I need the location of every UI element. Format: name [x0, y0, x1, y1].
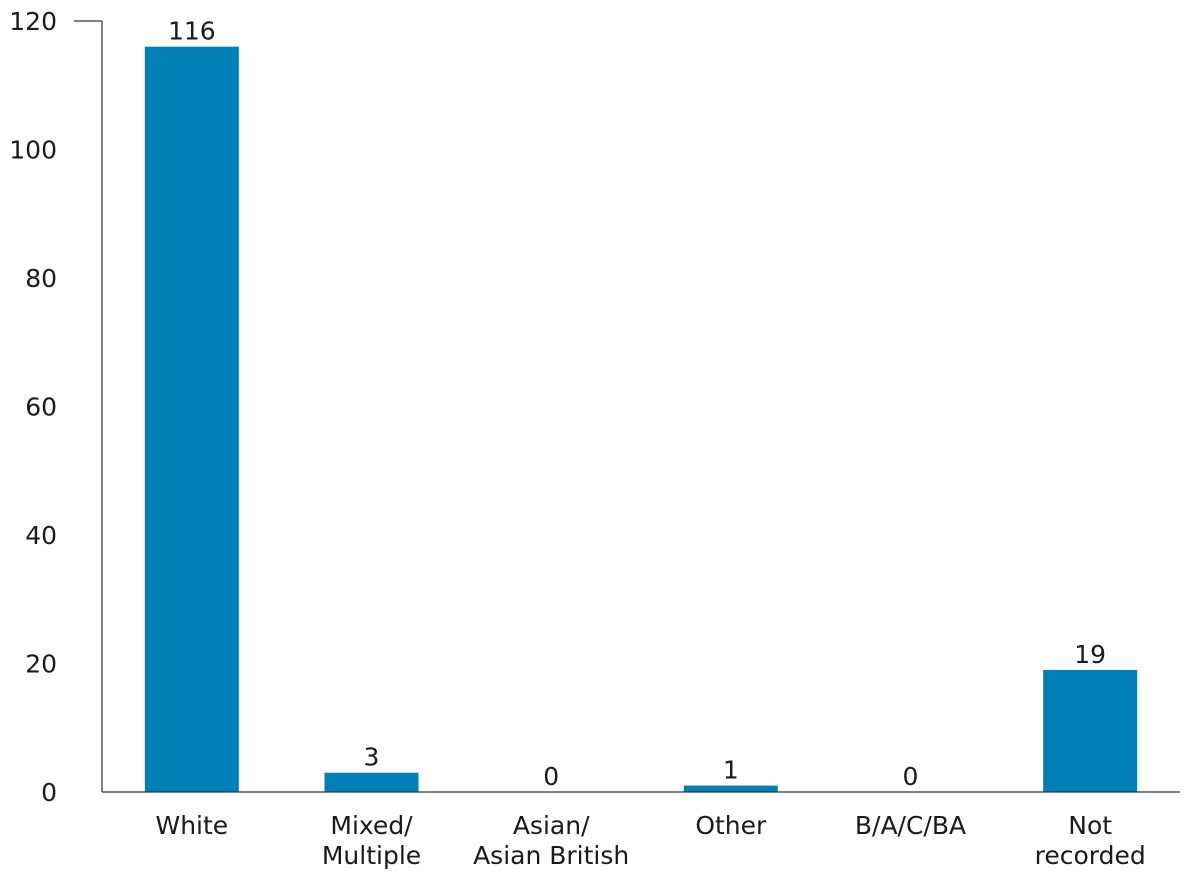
y-tick-label: 40: [25, 521, 57, 550]
category-labels: White Mixed/Multiple Asian/Asian British Ot…: [155, 811, 1145, 870]
category-label: Mixed/Multiple: [322, 811, 421, 870]
category-label-line: recorded: [1035, 841, 1146, 870]
category-label-line: Multiple: [322, 841, 421, 870]
category-label: B/A/C/BA: [855, 811, 966, 840]
category-label: Asian/Asian British: [473, 811, 629, 870]
category-label-line: B/A/C/BA: [855, 811, 966, 840]
category-label-line: Asian/: [513, 811, 590, 840]
bar-value-label: 19: [1074, 640, 1106, 669]
bar-value-label: 0: [903, 762, 919, 791]
category-label-line: Asian British: [473, 841, 629, 870]
y-axis: 0 20 40 60 80 100 120: [9, 7, 103, 807]
bar-value-label: 116: [168, 17, 216, 46]
category-label-line: White: [155, 811, 228, 840]
data-labels: 116 3 0 1 0 19: [168, 17, 1106, 791]
category-label-line: Not: [1068, 811, 1112, 840]
bar: [144, 46, 239, 792]
y-tick-label: 0: [41, 778, 57, 807]
bar-value-label: 0: [543, 762, 559, 791]
bar: [324, 772, 419, 792]
y-tick-label: 100: [9, 136, 57, 165]
y-tick-label: 120: [9, 7, 57, 36]
y-tick-label: 80: [25, 264, 57, 293]
y-tick-label: 20: [25, 650, 57, 679]
category-label-line: Other: [695, 811, 767, 840]
bar-value-label: 3: [364, 743, 380, 772]
bar-value-label: 1: [723, 756, 739, 785]
category-label: White: [155, 811, 228, 840]
bar: [683, 785, 778, 792]
bar: [1043, 669, 1138, 792]
category-label: Not recorded: [1035, 811, 1146, 870]
bars: [144, 46, 1138, 792]
y-tick-label: 60: [25, 393, 57, 422]
category-label-line: Mixed/: [330, 811, 413, 840]
category-label: Other: [695, 811, 767, 840]
